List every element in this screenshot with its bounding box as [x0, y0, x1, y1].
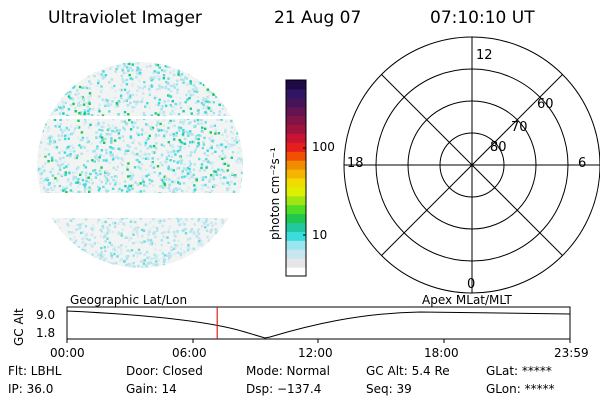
colorbar-level: [286, 160, 306, 170]
colorbar-level: [286, 213, 306, 224]
timeline-xtick-0000: 00:00: [50, 346, 85, 360]
status-gc-alt: GC Alt: 5.4 Re: [366, 364, 450, 378]
date-label: 21 Aug 07: [274, 8, 362, 28]
colorbar-level: [286, 195, 306, 206]
time-label: 07:10:10 UT: [430, 8, 535, 28]
timeline-left-label: Geographic Lat/Lon: [70, 293, 188, 307]
status-filter: Flt: LBHL: [8, 364, 62, 378]
timeline-xtick-1800: 18:00: [424, 346, 459, 360]
colorbar-level: [286, 249, 306, 259]
polar-label-18: 18: [347, 156, 364, 171]
colorbar-level: [286, 88, 306, 99]
timeline-ytick-low: 1.8: [36, 326, 56, 340]
colorbar-level: [286, 106, 306, 117]
colorbar-level: [286, 142, 306, 152]
colorbar-level: [286, 267, 306, 277]
colorbar-level: [286, 124, 306, 134]
polar-label-0: 0: [467, 277, 476, 292]
timeline-right-label: Apex MLat/MLT: [422, 293, 512, 307]
colorbar-level: [286, 204, 306, 215]
colorbar-level: [286, 80, 306, 90]
status-door: Door: Closed: [126, 364, 203, 378]
status-dsp: Dsp: −137.4: [246, 382, 322, 396]
status-seq: Seq: 39: [366, 382, 412, 396]
colorbar-tick-10: 10: [312, 228, 328, 242]
timeline-xtick-0600: 06:00: [172, 346, 207, 360]
status-glon: GLon: *****: [486, 382, 555, 396]
polar-label-12: 12: [476, 48, 493, 63]
colorbar-level: [286, 258, 306, 268]
polar-ring-label-80: 80: [490, 140, 507, 155]
colorbar-level: [286, 178, 306, 188]
colorbar-level: [286, 169, 306, 179]
timeline-ytick-high: 9.0: [36, 308, 56, 322]
status-ip: IP: 36.0: [8, 382, 54, 396]
polar-ring-label-60: 60: [537, 97, 554, 112]
polar-label-6: 6: [578, 156, 587, 171]
colorbar-level: [286, 151, 306, 161]
colorbar-level: [286, 133, 306, 143]
colorbar-level: [286, 186, 306, 197]
status-mode: Mode: Normal: [246, 364, 330, 378]
status-gain: Gain: 14: [126, 382, 177, 396]
status-glat: GLat: *****: [486, 364, 552, 378]
colorbar-level: [286, 222, 306, 232]
altitude-curve: [66, 310, 571, 339]
timeline-xtick-2359: 23:59: [554, 346, 589, 360]
colorbar-level: [286, 240, 306, 250]
timeline-xtick-1200: 12:00: [298, 346, 333, 360]
instrument-title: Ultraviolet Imager: [48, 8, 202, 28]
colorbar-level: [286, 231, 306, 241]
colorbar-level: [286, 115, 306, 126]
polar-ring-label-70: 70: [511, 120, 528, 135]
colorbar-level: [286, 97, 306, 108]
colorbar-tick-100: 100: [312, 140, 335, 154]
